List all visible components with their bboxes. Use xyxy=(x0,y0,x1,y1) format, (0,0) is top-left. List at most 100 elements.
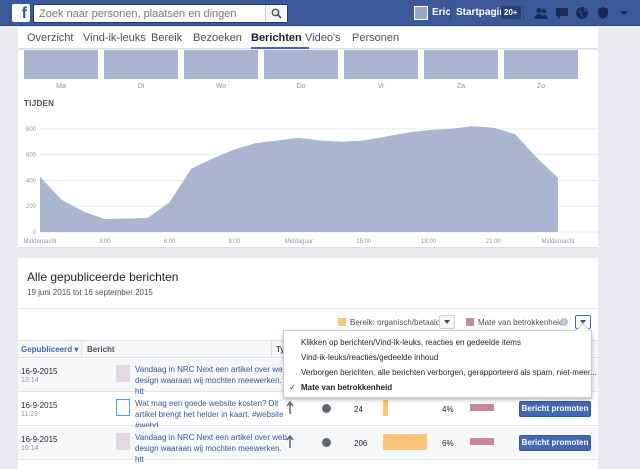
day-label: Zo xyxy=(536,83,546,90)
tab-videos[interactable]: Video's xyxy=(305,32,341,44)
hourly-activity-chart: 0 200 400 600 800 Middernacht 3:00 6:00 9:00 Midd… xyxy=(23,126,598,245)
post-time: 10:14 xyxy=(21,445,39,452)
engagement-legend-swatch xyxy=(466,318,474,326)
avatar[interactable] xyxy=(414,6,428,20)
engagement-legend-label: Mate van betrokkenheid xyxy=(478,318,564,327)
promote-post-button[interactable]: Bericht promoten xyxy=(519,435,591,451)
facebook-logo[interactable]: f xyxy=(12,4,30,22)
x-tick-label: 18:00 xyxy=(421,239,437,245)
divider xyxy=(523,6,524,20)
privacy-shortcuts-icon[interactable] xyxy=(596,6,610,20)
x-tick-label: 9:00 xyxy=(228,239,240,245)
friend-requests-icon[interactable] xyxy=(534,6,548,20)
post-link[interactable]: Wat mag een goede website kosten? Dit ar… xyxy=(135,399,284,430)
messages-icon[interactable] xyxy=(555,6,569,20)
day-label: Ma xyxy=(56,83,66,90)
x-tick-label: 3:00 xyxy=(99,239,111,245)
day-bar xyxy=(344,50,418,79)
engagement-metric-menu: Klikken op berichten/Vind-ik-leuks, reac… xyxy=(283,322,597,398)
divider xyxy=(81,341,82,358)
post-thumbnail xyxy=(116,399,130,416)
promote-post-button[interactable]: Bericht promoten xyxy=(519,401,591,417)
search-box xyxy=(33,4,288,23)
x-tick-label: Middaguur xyxy=(285,239,313,245)
divider xyxy=(450,6,451,20)
tab-bezoeken[interactable]: Bezoeken xyxy=(193,32,242,44)
y-tick-label: 0 xyxy=(33,230,37,236)
home-link[interactable]: Startpagina xyxy=(456,7,512,18)
tab-bereik[interactable]: Bereik xyxy=(151,32,183,44)
day-bar xyxy=(184,50,258,79)
section-title: Alle gepubliceerde berichten xyxy=(27,270,179,284)
public-globe-icon xyxy=(322,404,331,413)
chevron-down-icon xyxy=(444,320,450,324)
menu-item-engagement[interactable]: Mate van betrokkenheid xyxy=(301,383,393,392)
day-bar xyxy=(264,50,338,79)
column-published[interactable]: Gepubliceerd ▾ xyxy=(21,345,79,354)
x-tick-label: Middernacht xyxy=(23,239,56,245)
tab-berichten[interactable]: Berichten xyxy=(251,32,302,44)
day-label: Vr xyxy=(377,83,385,90)
y-tick-label: 400 xyxy=(26,178,37,184)
engagement-bar xyxy=(470,404,494,411)
menu-item-hidden-posts[interactable]: Verborgen berichten, alle berichten verb… xyxy=(301,368,597,377)
post-link[interactable]: Vandaag in NRC Next een artikel over web… xyxy=(135,433,287,464)
menu-item-clicks-likes[interactable]: Klikken op berichten/Vind-ik-leuks, reac… xyxy=(301,338,521,347)
link-type-icon xyxy=(286,401,294,414)
day-bar xyxy=(104,50,178,79)
when-fans-online-panel: Ma Di Wo Do Vr Za Zo TIJDEN 0 200 400 600 80… xyxy=(18,50,598,248)
checkmark-icon: ✓ xyxy=(289,383,296,392)
post-thumbnail xyxy=(116,433,130,450)
active-tab-indicator xyxy=(251,47,309,49)
date-range: 19 juni 2015 tot 16 september 2015 xyxy=(27,288,153,297)
engagement-bar xyxy=(470,438,494,445)
post-date: 16-9-2015 xyxy=(21,401,58,410)
day-label: Za xyxy=(456,83,466,90)
column-post[interactable]: Bericht xyxy=(87,345,115,354)
reach-value: 24 xyxy=(354,405,363,414)
day-bar xyxy=(424,50,498,79)
account-menu-icon[interactable] xyxy=(617,6,631,20)
engagement-percent: 6% xyxy=(442,439,454,448)
day-bar xyxy=(24,50,98,79)
y-tick-label: 200 xyxy=(26,204,37,210)
chevron-down-icon xyxy=(580,320,586,324)
profile-link[interactable]: Eric xyxy=(432,7,451,18)
y-tick-label: 600 xyxy=(26,153,37,159)
reach-bar xyxy=(383,434,427,450)
menu-item-likes-reactions[interactable]: Vind-ik-leuks/reacties/gedeelde inhoud xyxy=(301,353,439,362)
divider xyxy=(271,341,272,358)
post-time: 13:14 xyxy=(21,377,39,384)
x-tick-label: 15:00 xyxy=(356,239,372,245)
x-tick-label: 21:00 xyxy=(486,239,502,245)
search-input[interactable] xyxy=(34,5,259,22)
post-link[interactable]: Vandaag in NRC Next een artikel over web… xyxy=(135,365,287,396)
reach-value: 206 xyxy=(354,439,368,448)
post-time: 11:29 xyxy=(21,411,38,418)
home-notification-badge: 20+ xyxy=(501,6,521,19)
engagement-percent: 4% xyxy=(442,405,454,414)
public-globe-icon xyxy=(322,438,331,447)
column-type[interactable]: Ty xyxy=(276,345,285,354)
reach-metric-dropdown[interactable] xyxy=(439,315,455,329)
day-label: Di xyxy=(137,83,145,90)
post-date: 16-9-2015 xyxy=(21,435,58,444)
divider xyxy=(18,308,598,309)
post-date: 16-9-2015 xyxy=(21,367,58,376)
chart-title: TIJDEN xyxy=(24,99,55,108)
search-button[interactable] xyxy=(265,5,287,22)
day-label: Wo xyxy=(215,83,227,90)
reach-bar xyxy=(383,400,388,416)
link-type-icon xyxy=(286,435,294,448)
reach-legend-swatch xyxy=(338,318,346,326)
table-row: 16-9-2015 10:14 Vandaag in NRC Next een … xyxy=(18,427,598,464)
y-tick-label: 800 xyxy=(26,127,37,133)
tab-overzicht[interactable]: Overzicht xyxy=(27,32,74,44)
notifications-globe-icon[interactable] xyxy=(575,6,589,20)
tab-personen[interactable]: Personen xyxy=(352,32,400,44)
day-bar xyxy=(504,50,578,79)
info-icon[interactable]: i xyxy=(560,318,568,326)
tab-vind-ik-leuks[interactable]: Vind-ik-leuks xyxy=(83,32,146,44)
top-navigation-bar: f Eric Startpagina 20+ xyxy=(0,0,640,26)
day-label: Do xyxy=(296,83,306,90)
